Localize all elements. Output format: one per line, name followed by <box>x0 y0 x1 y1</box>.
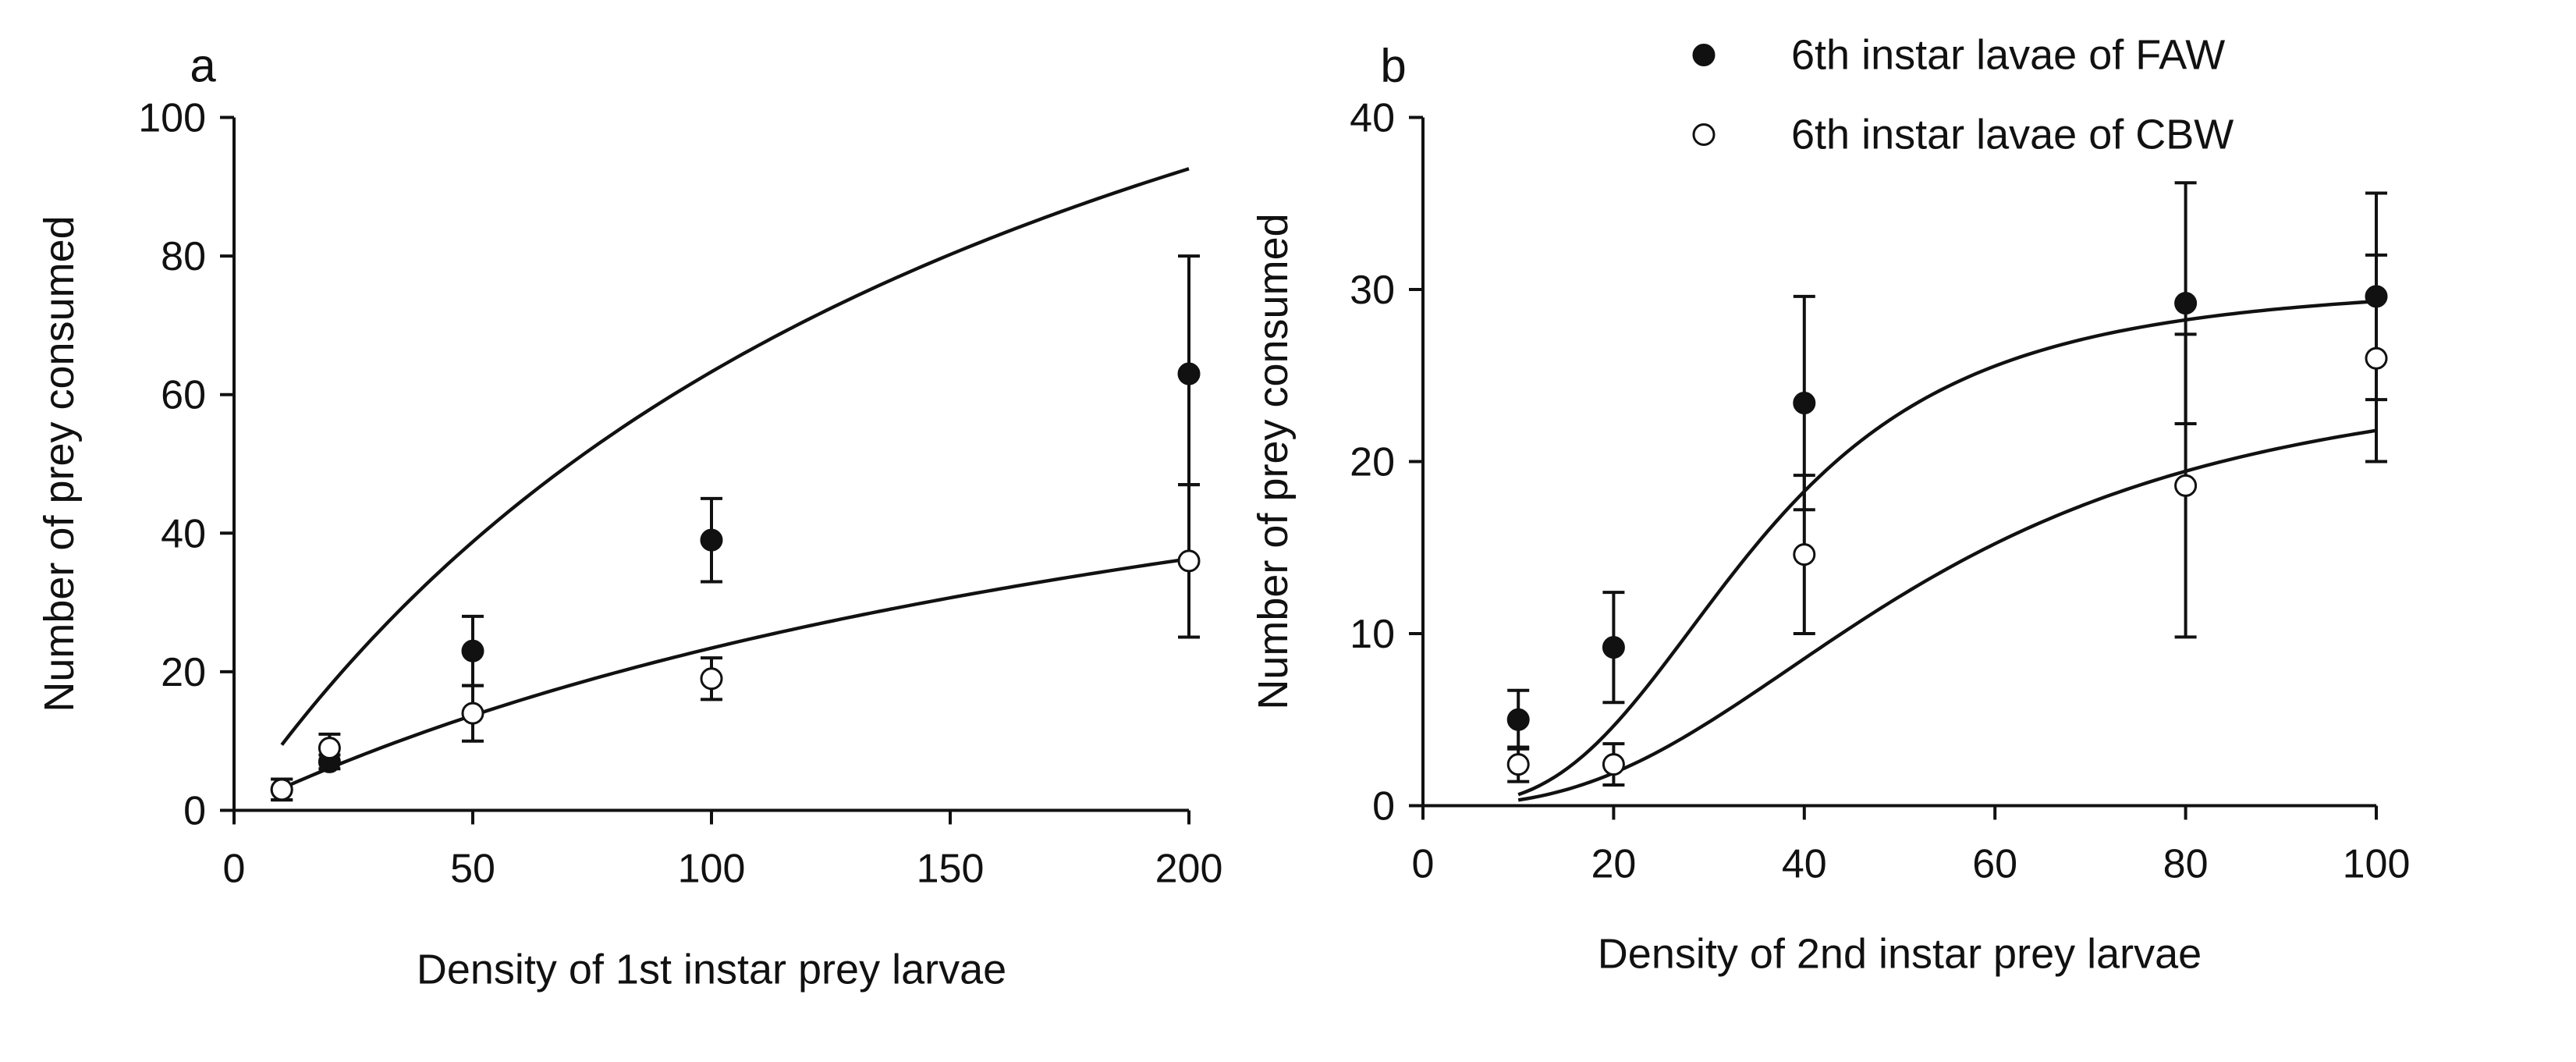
x-tick-label: 0 <box>223 847 246 892</box>
data-point-cbw <box>1177 549 1201 573</box>
y-tick-label: 10 <box>1350 612 1395 657</box>
y-tick-label: 100 <box>138 96 206 141</box>
data-point-faw <box>1506 708 1530 731</box>
data-point-faw <box>2365 285 2388 308</box>
x-axis-title: Density of 1st instar prey larvae <box>417 947 1006 993</box>
data-point-cbw <box>318 737 341 760</box>
data-point-faw <box>1177 362 1201 385</box>
y-tick-label: 0 <box>1372 784 1395 829</box>
y-tick-label: 40 <box>1350 96 1395 141</box>
x-tick-label: 100 <box>2343 842 2411 887</box>
panel-b: 0 10 20 30 40 0 20 40 60 80 100 Density of 2nd inst… <box>1250 40 2410 978</box>
y-tick-label: 20 <box>1350 440 1395 485</box>
data-point-faw <box>700 528 723 552</box>
data-point-cbw <box>2174 474 2198 497</box>
panel-letter: a <box>190 40 216 92</box>
panel-letter: b <box>1380 40 1406 92</box>
data-point-cbw <box>1793 543 1816 567</box>
x-tick-label: 0 <box>1412 842 1435 887</box>
data-point-faw <box>1602 636 1625 659</box>
data-point-cbw <box>461 701 484 725</box>
x-tick-label: 200 <box>1155 847 1223 892</box>
fit-curve-faw <box>280 167 1190 746</box>
y-tick-label: 0 <box>183 789 206 834</box>
x-tick-label: 100 <box>678 847 746 892</box>
legend-marker <box>1692 44 1716 66</box>
y-axis-title: Number of prey consumed <box>36 215 83 712</box>
data-point-faw <box>1793 392 1816 415</box>
y-tick-label: 80 <box>161 234 206 279</box>
fit-curve-cbw <box>1517 428 2377 802</box>
legend-label: 6th instar lavae of FAW <box>1791 32 2225 79</box>
x-tick-label: 150 <box>917 847 985 892</box>
x-tick-label: 60 <box>1972 842 2017 887</box>
fit-curve-cbw <box>281 557 1190 790</box>
x-tick-label: 20 <box>1591 842 1636 887</box>
data-point-cbw <box>700 667 723 691</box>
data-point-cbw <box>270 778 293 801</box>
x-tick-label: 50 <box>450 847 495 892</box>
data-point-faw <box>461 639 484 662</box>
y-tick-label: 20 <box>161 650 206 695</box>
x-tick-label: 40 <box>1782 842 1827 887</box>
x-tick-label: 80 <box>2163 842 2209 887</box>
legend-marker <box>1692 123 1716 146</box>
y-tick-label: 60 <box>161 373 206 418</box>
data-point-cbw <box>2365 346 2388 370</box>
data-point-cbw <box>1506 753 1530 776</box>
y-tick-label: 30 <box>1350 268 1395 313</box>
y-axis-title: Number of prey consumed <box>1250 213 1297 709</box>
legend-label: 6th instar lavae of CBW <box>1791 112 2234 158</box>
x-axis-title: Density of 2nd instar prey larvae <box>1598 931 2202 978</box>
y-tick-label: 40 <box>161 511 206 556</box>
legend: 6th instar lavae of FAW 6th instar lavae … <box>1692 32 2234 158</box>
panel-a: 0 20 40 60 80 100 0 50 100 150 200 Density of 1st i… <box>36 40 1222 993</box>
fit-curve-faw <box>1517 300 2377 797</box>
data-point-faw <box>2174 292 2198 315</box>
data-point-cbw <box>1602 753 1625 776</box>
